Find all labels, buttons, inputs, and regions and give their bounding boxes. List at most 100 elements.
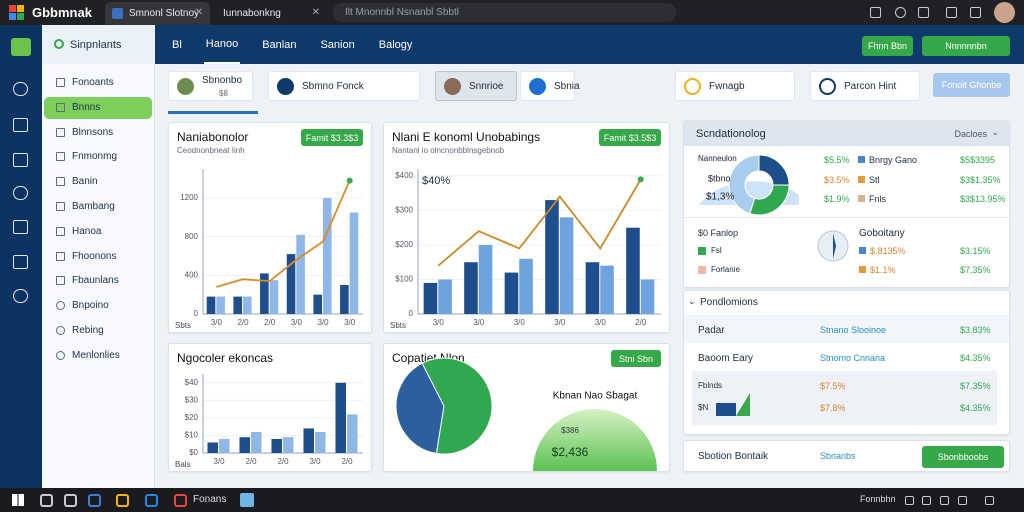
tray-text: Fonnbhn	[860, 494, 896, 504]
rail-app-icon[interactable]	[11, 38, 31, 56]
user-chip[interactable]: Parcon Hint	[810, 71, 920, 101]
item-label: Bnpoino	[72, 300, 109, 312]
sidebar-item[interactable]: Hanoa	[44, 221, 152, 243]
user-avatar	[819, 78, 836, 95]
rail-icon[interactable]	[13, 186, 28, 200]
taskbar-icon[interactable]	[240, 493, 254, 507]
logo-icon	[9, 13, 16, 20]
browser-tab[interactable]: Iunnabonkng ✕	[215, 2, 327, 25]
rail-icon[interactable]	[13, 82, 28, 96]
row-value: $4.35%	[960, 353, 991, 363]
nav-tab[interactable]: Balogy	[378, 38, 413, 51]
pie-slice	[421, 357, 493, 455]
nav-tab[interactable]: Banlan	[262, 38, 297, 51]
user-chip[interactable]: Sbnonbo $8	[168, 71, 253, 101]
user-chip[interactable]: Sbnia	[520, 71, 580, 101]
taskbar-icon[interactable]	[40, 494, 53, 507]
tray-icon[interactable]	[985, 496, 994, 505]
bar	[303, 428, 314, 453]
address-bar[interactable]: Ilt Mnonnbl Nsnanbl Sbbtl	[333, 3, 676, 22]
sidebar-item[interactable]: Bnpoino	[44, 295, 152, 317]
bar	[600, 265, 614, 314]
tray-icon[interactable]	[940, 496, 949, 505]
bar	[349, 212, 359, 314]
tray-icon[interactable]	[905, 496, 914, 505]
sidebar-item[interactable]: Bambang	[44, 196, 152, 218]
sidebar-item[interactable]: Rebing	[44, 320, 152, 342]
bar	[478, 244, 493, 314]
sidebar-item[interactable]: Bnnns	[44, 96, 152, 119]
taskbar-icon[interactable]	[116, 494, 129, 507]
gauge-value: $3.15%	[960, 246, 991, 256]
user-chip[interactable]: Sbmno Fonck	[268, 71, 420, 101]
nav-tab[interactable]: Sanion	[320, 38, 355, 51]
user-avatar	[444, 78, 461, 95]
tray-icon[interactable]	[958, 496, 967, 505]
y-tick-label: 1200	[180, 193, 198, 202]
sidebar-item[interactable]: Blnnsons	[44, 122, 152, 144]
toolbar-icon[interactable]	[895, 7, 906, 18]
sidebar-item[interactable]: Menlonlies	[44, 345, 152, 367]
rail-icon[interactable]	[13, 289, 28, 303]
annotation: $40%	[422, 175, 450, 187]
browser-tab[interactable]: Smnonl Slotnoy ✕	[105, 2, 210, 25]
card-button[interactable]: Famit $3.5$3	[599, 129, 661, 146]
bar	[271, 438, 282, 453]
x-tick-label: 3/0	[211, 318, 223, 327]
user-chip[interactable]: Snnrioe	[435, 71, 517, 101]
sidebar-item[interactable]: Fhoonons	[44, 246, 152, 268]
header-button[interactable]: Fhnn Bbn	[862, 36, 913, 56]
sidebar-item[interactable]: Fonoants	[44, 72, 152, 94]
rail-icon[interactable]	[13, 255, 28, 269]
header-button[interactable]: Nnnnnnbn	[922, 36, 1010, 56]
bar	[423, 282, 438, 314]
y-tick-label: $400	[395, 171, 413, 180]
footer-title: Sbotion Bontaik	[698, 451, 769, 462]
toolbar-icon[interactable]	[946, 7, 957, 18]
card: Copatiet Nlon Stni Sbn Kbnan Nao Sbagat $38…	[383, 343, 670, 472]
rail-icon[interactable]	[13, 118, 28, 132]
taskbar-icon[interactable]	[64, 494, 77, 507]
card-button[interactable]: Famit $3.3$3	[301, 129, 363, 146]
legend-name: Fsl	[711, 246, 722, 255]
card-button[interactable]: Stni Sbn	[611, 350, 661, 367]
y-tick-label: $30	[185, 395, 199, 404]
taskbar-icon[interactable]	[145, 494, 158, 507]
tray-icon[interactable]	[922, 496, 931, 505]
rail-icon[interactable]	[13, 153, 28, 167]
sidebar-item[interactable]: Fbaunlans	[44, 270, 152, 292]
panel-dropdown[interactable]: Dacloes	[954, 129, 987, 139]
bar	[315, 431, 326, 453]
y-tick-label: 0	[409, 309, 414, 318]
y-tick-label: $40	[185, 378, 199, 387]
toolbar-icon[interactable]	[870, 7, 881, 18]
bar	[269, 280, 279, 314]
user-avatar	[529, 78, 546, 95]
item-label: Hanoa	[72, 225, 102, 237]
toolbar-icon[interactable]	[918, 7, 929, 18]
item-icon	[56, 226, 65, 236]
item-icon	[56, 326, 65, 335]
taskbar-icon[interactable]	[174, 494, 187, 507]
user-chip[interactable]: Fwnagb	[675, 71, 795, 101]
gauge-swatch	[859, 247, 866, 254]
taskbar-app[interactable]: Fonans	[193, 494, 227, 505]
sidebar-item[interactable]: Banin	[44, 171, 152, 193]
nav-tab[interactable]: Bl	[172, 38, 182, 51]
users-button[interactable]: Fonoit Ghonbe	[933, 73, 1010, 97]
rail-icon[interactable]	[13, 220, 28, 234]
row-swatch	[858, 156, 865, 163]
row-mid: Stnano Slooinoe	[820, 325, 887, 335]
axis-label: Sbts	[390, 321, 406, 330]
sidebar-item[interactable]: Fnmonmg	[44, 146, 152, 168]
footer-button[interactable]: Sbonbboobs	[922, 446, 1004, 468]
taskbar-icon[interactable]	[88, 494, 101, 507]
toolbar-icon[interactable]	[970, 7, 981, 18]
start-button[interactable]	[12, 494, 24, 506]
item-label: Bnnns	[72, 101, 101, 113]
avatar[interactable]	[994, 2, 1015, 23]
footer-link[interactable]: Sbnanbs	[820, 451, 856, 461]
nav-tab[interactable]: Hanoo	[203, 26, 241, 64]
positions-caret: ⌄	[688, 296, 696, 306]
